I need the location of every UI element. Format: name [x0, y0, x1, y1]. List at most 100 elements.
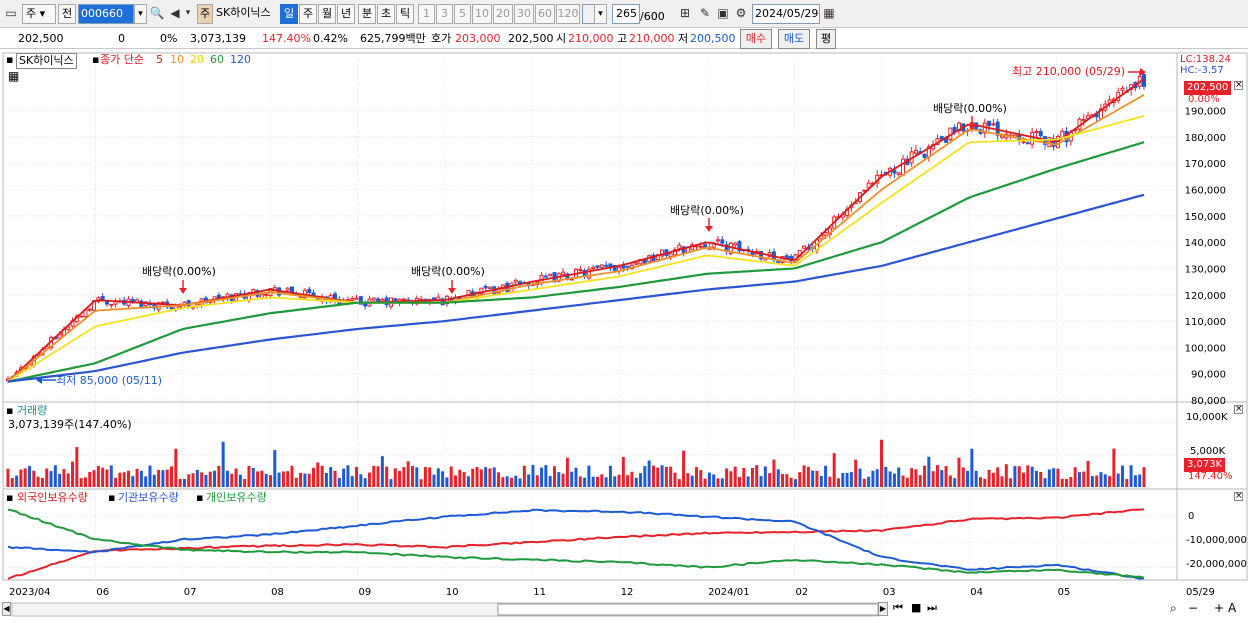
period-tick[interactable]: 틱 — [396, 4, 414, 24]
period-year[interactable]: 년 — [337, 4, 355, 24]
volume-bar — [750, 467, 754, 487]
volume-bar — [699, 470, 703, 487]
price-tick-label: 130,000 — [1185, 264, 1226, 275]
volume-close-icon[interactable]: × — [1234, 404, 1243, 414]
gear-icon[interactable]: ⚙ — [735, 6, 747, 20]
volume-bar — [96, 465, 100, 487]
ma-legend-checkbox[interactable]: ▪ — [92, 53, 100, 66]
volume-bar — [398, 471, 402, 487]
interval-5[interactable]: 5 — [454, 4, 471, 24]
first-page-icon[interactable]: ⏮ — [893, 601, 903, 614]
period-day[interactable]: 일 — [280, 4, 298, 24]
stock-chart-svg[interactable]: 80,000 90,000 100,000 110,000 120,000 130,000… — [0, 50, 1248, 621]
prev-button[interactable]: 전 — [58, 4, 76, 24]
chart-area[interactable]: 80,000 90,000 100,000 110,000 120,000 130,000… — [0, 50, 1248, 621]
avg-button[interactable]: 평 — [816, 29, 836, 49]
date-input[interactable]: 2024/05/29 — [752, 4, 820, 24]
zoom-in-icon[interactable]: + — [1214, 601, 1225, 615]
volume-bar — [389, 479, 393, 487]
interval-10[interactable]: 10 — [472, 4, 492, 24]
institution-legend-checkbox[interactable]: ▪ — [108, 491, 116, 504]
dividend-annotation-3: 배당락(0.00%) — [670, 204, 744, 217]
code-input[interactable]: 000660 — [78, 4, 134, 24]
draw-tool-icon[interactable]: ✎ — [699, 6, 711, 20]
volume-bar — [793, 479, 797, 487]
price-tick-label: 100,000 — [1185, 343, 1226, 354]
interval-30[interactable]: 30 — [514, 4, 534, 24]
interval-120[interactable]: 120 — [556, 4, 580, 24]
price-tick-label: 190,000 — [1185, 107, 1226, 118]
holdings-tick-10m: -10,000,000 — [1186, 535, 1247, 546]
volume-bar — [841, 473, 845, 487]
volume-bar — [1056, 468, 1060, 487]
code-dropdown-icon[interactable]: ▾ — [134, 4, 147, 24]
candle-body — [913, 149, 918, 154]
interval-60[interactable]: 60 — [535, 4, 555, 24]
search-zoom-icon[interactable]: ⌕ — [1170, 601, 1177, 615]
search-icon[interactable]: 🔍 — [149, 6, 165, 20]
volume-bar — [755, 465, 759, 487]
price-tick-label: 110,000 — [1185, 317, 1226, 328]
volume-bar — [1060, 478, 1064, 487]
candle-body — [634, 262, 639, 265]
font-size-icon[interactable]: A — [1228, 601, 1237, 615]
volume-bar — [1073, 467, 1077, 487]
save-icon[interactable]: ▣ — [717, 6, 729, 20]
volume-bar — [126, 470, 130, 487]
holdings-close-icon[interactable]: × — [1234, 491, 1243, 501]
volume-bar — [815, 470, 819, 487]
interval-20[interactable]: 20 — [493, 4, 513, 24]
candle-body — [991, 123, 996, 126]
volume-legend-checkbox[interactable]: ▪ — [6, 404, 14, 417]
volume-bar — [58, 473, 62, 487]
interval-1[interactable]: 1 — [418, 4, 435, 24]
candle-body — [354, 297, 359, 300]
volume-bar — [402, 467, 406, 487]
speaker-icon[interactable]: ◀ — [170, 6, 180, 20]
volume-bar — [492, 467, 496, 487]
count-input[interactable]: 265 — [612, 4, 640, 24]
volume-bar — [639, 473, 643, 487]
interval-3[interactable]: 3 — [436, 4, 453, 24]
individual-legend-checkbox[interactable]: ▪ — [196, 491, 204, 504]
period-minute[interactable]: 분 — [358, 4, 376, 24]
calendar-icon[interactable]: ▦ — [823, 6, 835, 20]
volume-bar — [247, 466, 251, 487]
stock-legend-checkbox[interactable]: ▪ — [6, 53, 14, 66]
sell-button[interactable]: 매도 — [778, 29, 810, 49]
period-month[interactable]: 월 — [318, 4, 336, 24]
volume-bar — [1052, 468, 1056, 487]
chart-type-icon[interactable]: ⊞ — [679, 6, 691, 20]
candle-body — [1030, 131, 1035, 145]
volume-bar — [66, 473, 70, 487]
volume-bar — [544, 465, 548, 487]
price-close-icon[interactable]: × — [1234, 80, 1243, 90]
scroll-left-icon[interactable]: ◀ — [2, 602, 11, 616]
lc-label: LC:138.24 — [1180, 54, 1231, 65]
period-week[interactable]: 주 — [299, 4, 317, 24]
stop-icon[interactable]: ■ — [911, 601, 922, 614]
volume-bar — [1086, 460, 1090, 487]
volume-bar — [944, 466, 948, 487]
zoom-out-icon[interactable]: − — [1188, 601, 1199, 615]
speaker-dropdown-icon[interactable]: ▾ — [185, 8, 191, 18]
volume-bar — [522, 465, 526, 487]
hc-label: HC:-3.57 — [1180, 65, 1224, 76]
market-select[interactable]: 주 ▾ — [22, 4, 56, 24]
volume-bar — [170, 466, 174, 487]
scroll-right-icon[interactable]: ▶ — [878, 602, 888, 616]
holdings-legend-checkbox[interactable]: ▪ — [6, 491, 14, 504]
window-icon[interactable]: ▭ — [5, 6, 17, 20]
volume-bar — [617, 474, 621, 487]
volume-bar — [1133, 475, 1137, 487]
buy-button[interactable]: 매수 — [740, 29, 772, 49]
volume-bar — [1030, 466, 1034, 487]
candle-body — [543, 275, 548, 278]
last-page-icon[interactable]: ⏭ — [927, 601, 937, 614]
interval-dropdown-icon[interactable]: ▾ — [594, 4, 607, 24]
volume-bar — [79, 478, 83, 487]
volume-bar — [488, 468, 492, 487]
x-tick-label: 08 — [271, 587, 284, 598]
table-icon[interactable]: ▦ — [8, 69, 20, 83]
period-second[interactable]: 초 — [377, 4, 395, 24]
